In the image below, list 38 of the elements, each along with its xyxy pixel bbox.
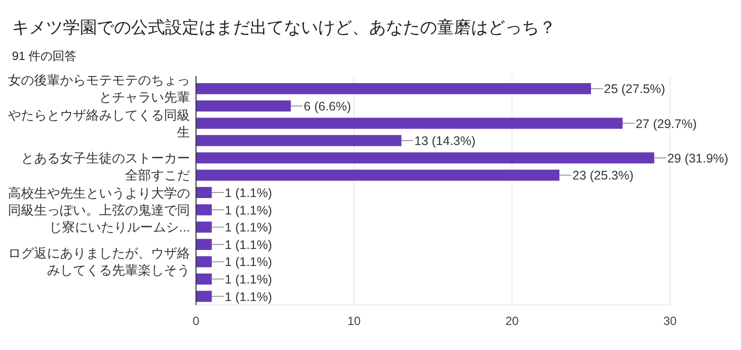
y-tick-label: 全部すこだ — [125, 168, 190, 183]
bar — [196, 238, 212, 250]
bar — [196, 290, 212, 302]
data-label: 29 (31.9%) — [667, 151, 728, 166]
bar — [196, 83, 591, 94]
y-tick-label: ログ返にありましたが、ウザ絡みしてくる先輩楽しそう — [8, 246, 190, 278]
data-label: 1 (1.1%) — [224, 255, 272, 270]
x-tick-label: 30 — [663, 314, 677, 328]
bar — [196, 100, 291, 112]
x-tick-label: 20 — [505, 314, 519, 328]
bar — [196, 186, 212, 198]
text: 91 件の回答 — [12, 49, 77, 63]
data-label: 6 (6.6%) — [304, 99, 352, 114]
data-label: 1 (1.1%) — [224, 203, 272, 218]
bar — [196, 135, 402, 146]
x-tick-label: 10 — [347, 314, 361, 328]
data-label: 1 (1.1%) — [224, 186, 272, 200]
data-label: 13 (14.3%) — [414, 134, 476, 148]
y-tick-label: やたらとウザ絡みしてくる同級生 — [8, 107, 190, 140]
bar — [196, 222, 212, 233]
y-tick-label: 女の後輩からモテモテのちょっとチャラい先輩 — [8, 72, 190, 105]
bar — [196, 256, 212, 268]
bar — [196, 152, 654, 164]
data-label: 23 (25.3%) — [572, 168, 634, 183]
y-tick-label: 高校生や先生というより大学の同級生っぽい。上弦の鬼達で同じ寮にいたりルームシ... — [8, 185, 190, 234]
y-tick-label: とある女子生徒のストーカー — [21, 150, 190, 166]
bar — [196, 204, 212, 216]
data-label: 1 (1.1%) — [224, 238, 272, 252]
data-label: 1 (1.1%) — [224, 220, 272, 235]
x-tick-label: 0 — [192, 314, 200, 328]
bar — [196, 118, 623, 129]
bar — [196, 170, 560, 181]
chart-title: キメツ学園での公式設定はまだ出てないけど、あなたの童磨はどっち？ — [12, 18, 556, 37]
data-label: 1 (1.1%) — [224, 272, 272, 287]
data-label: 1 (1.1%) — [224, 290, 272, 304]
data-label: 25 (27.5%) — [604, 82, 666, 96]
data-label: 27 (29.7%) — [636, 116, 697, 131]
bar — [196, 274, 212, 285]
